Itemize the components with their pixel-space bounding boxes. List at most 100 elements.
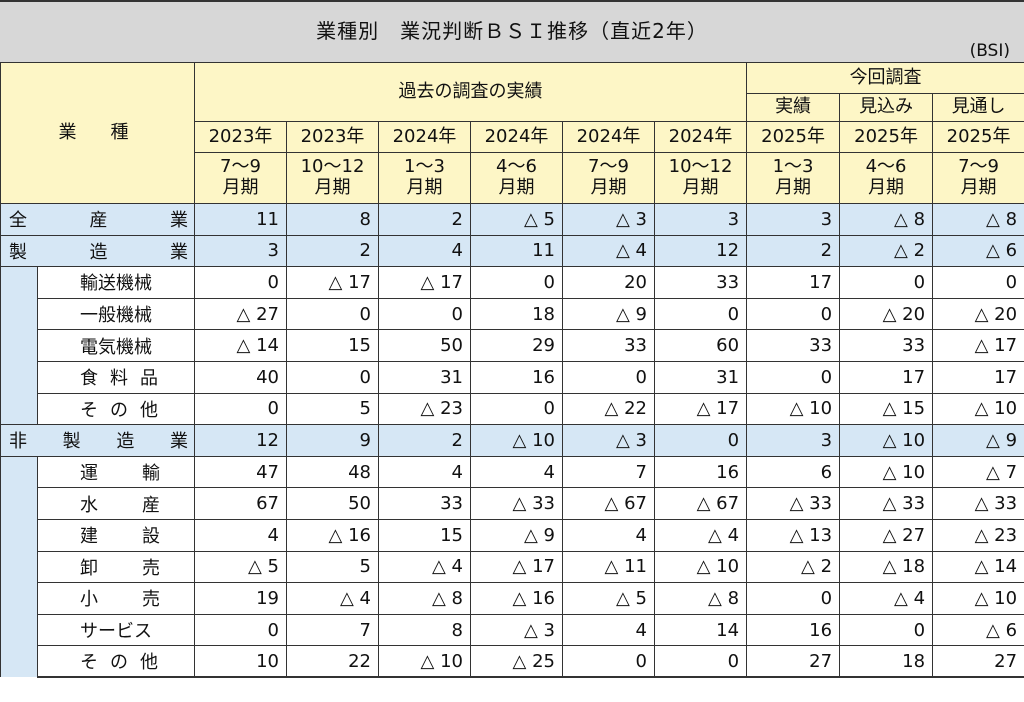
current-survey-header: 今回調査 xyxy=(746,62,1024,94)
value-cell: △ 67 xyxy=(562,487,655,520)
value-cell: △ 4 xyxy=(653,518,748,552)
row-label: 小売 xyxy=(37,582,195,615)
year-header: 2024年 xyxy=(653,121,748,153)
table-title: 業種別 業況判断ＢＳＩ推移（直近2年） xyxy=(316,19,708,43)
value-cell: 0 xyxy=(470,392,563,426)
value-cell: △ 8 xyxy=(839,203,934,236)
period-range: 1～3 xyxy=(404,156,445,178)
row-label-char: 輸 xyxy=(142,463,160,485)
value-cell: 40 xyxy=(194,360,287,394)
year-header: 2025年 xyxy=(746,121,841,153)
period-suffix: 月期 xyxy=(590,177,627,198)
value-cell: 14 xyxy=(653,613,748,647)
value-cell: 0 xyxy=(653,297,748,331)
value-cell: 0 xyxy=(562,360,655,394)
value-cell: 47 xyxy=(194,455,287,489)
value-cell: 11 xyxy=(470,234,563,268)
value-cell: 0 xyxy=(562,645,655,679)
table-row: 輸送機械 0 △ 17 △ 17 0 20 33 17 0 0 xyxy=(0,266,1024,425)
value-cell: △ 15 xyxy=(839,392,934,426)
year-header: 2024年 xyxy=(378,121,471,153)
value-cell: △ 33 xyxy=(839,487,934,520)
period-range: 7～9 xyxy=(958,156,1000,178)
value-cell: 15 xyxy=(286,329,379,362)
value-cell: 18 xyxy=(470,297,563,331)
row-label-char: 小 xyxy=(80,589,98,611)
row-label-char: 業 xyxy=(170,210,188,232)
row-label: 食料品 xyxy=(37,360,195,394)
row-label-char: 他 xyxy=(140,652,158,674)
row-label: サービス xyxy=(37,613,195,647)
value-cell: △ 20 xyxy=(839,297,934,331)
period-suffix: 月期 xyxy=(406,177,443,198)
row-label-char: 運 xyxy=(80,463,98,485)
value-cell: 4 xyxy=(470,455,563,489)
value-cell: 0 xyxy=(194,613,287,647)
value-cell: △ 8 xyxy=(378,582,471,615)
row-label-char: 品 xyxy=(140,368,158,390)
value-cell: 17 xyxy=(932,360,1024,394)
value-cell: 0 xyxy=(839,266,934,299)
value-cell: 5 xyxy=(286,392,379,426)
value-cell: 16 xyxy=(653,455,748,489)
row-label-char: 水 xyxy=(80,494,98,516)
table-row: その他 10 22 △ 10 △ 25 0 0 27 18 27 xyxy=(1,645,1024,679)
table-row: サービス 0 7 8 △ 3 4 14 16 0 △ 6 xyxy=(1,613,1024,647)
value-cell: △ 18 xyxy=(839,550,934,584)
group-sidebar xyxy=(0,266,38,425)
row-label: その他 xyxy=(37,392,195,426)
value-cell: 0 xyxy=(746,360,841,394)
value-cell: △ 3 xyxy=(470,613,563,647)
value-cell: 11 xyxy=(194,203,287,236)
value-cell: 5 xyxy=(286,550,379,584)
value-cell: △ 33 xyxy=(932,487,1024,520)
value-cell: △ 25 xyxy=(470,645,563,679)
period-range: 10～12 xyxy=(668,156,733,178)
value-cell: 0 xyxy=(378,297,471,331)
value-cell: △ 5 xyxy=(194,550,287,584)
value-cell: 10 xyxy=(194,645,287,679)
period-range: 10～12 xyxy=(300,156,365,178)
table-row: 建設 4 △ 16 15 △ 9 4 △ 4 △ 13 △ 27 △ 23 xyxy=(1,518,1024,552)
value-cell: △ 9 xyxy=(932,424,1024,457)
value-cell: △ 9 xyxy=(562,297,655,331)
bsi-table: 業 種 過去の調査の実績 今回調査 実績 見込み 見通し 2023年 2023年 202… xyxy=(0,62,1024,679)
table-row: 製造業 3 2 4 11 △ 4 12 2 △ 2 △ 6 xyxy=(0,234,1024,268)
value-cell: 0 xyxy=(194,266,287,299)
value-cell: 33 xyxy=(378,487,471,520)
value-cell: 17 xyxy=(746,266,841,299)
period-header: 4～6 月期 xyxy=(470,152,563,204)
period-header: 7～9 月期 xyxy=(194,152,287,204)
value-cell: 9 xyxy=(286,424,379,457)
value-cell: 3 xyxy=(194,234,287,268)
period-suffix: 月期 xyxy=(314,177,351,198)
row-label-char: の xyxy=(110,399,128,421)
row-label: その他 xyxy=(37,645,195,679)
value-cell: △ 10 xyxy=(839,424,934,457)
value-cell: △ 33 xyxy=(746,487,841,520)
value-cell: 0 xyxy=(286,360,379,394)
table-row: 電気機械 △ 14 15 50 29 33 60 33 33 △ 17 xyxy=(1,329,1024,362)
table-row: 小売 19 △ 4 △ 8 △ 16 △ 5 △ 8 0 △ 4 △ 10 xyxy=(1,582,1024,615)
year-header: 2023年 xyxy=(194,121,287,153)
value-cell: 17 xyxy=(839,360,934,394)
value-cell: 33 xyxy=(562,329,655,362)
row-label: 卸売 xyxy=(37,550,195,584)
row-label-char: 他 xyxy=(140,399,158,421)
value-cell: 29 xyxy=(470,329,563,362)
value-cell: △ 14 xyxy=(932,550,1024,584)
value-cell: 12 xyxy=(653,234,748,268)
value-cell: 8 xyxy=(378,613,471,647)
value-cell: 0 xyxy=(746,297,841,331)
row-label-char: の xyxy=(110,652,128,674)
row-label-char: 業 xyxy=(169,431,188,453)
row-label: 非製造業 xyxy=(0,424,195,457)
value-cell: 0 xyxy=(470,266,563,299)
value-cell: 27 xyxy=(746,645,841,679)
value-cell: 2 xyxy=(286,234,379,268)
value-cell: 12 xyxy=(194,424,287,457)
period-suffix: 月期 xyxy=(222,177,259,198)
row-label: 建設 xyxy=(37,518,195,552)
value-cell: △ 10 xyxy=(653,550,748,584)
value-cell: 31 xyxy=(653,360,748,394)
